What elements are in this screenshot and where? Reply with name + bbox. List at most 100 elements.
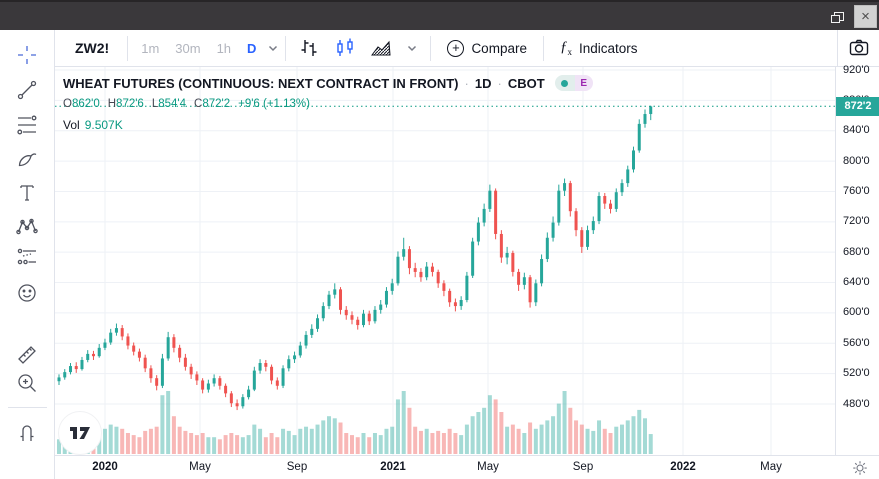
close-window-button[interactable]: ×: [854, 5, 877, 28]
timeframe-chevron-down-icon[interactable]: [265, 40, 281, 56]
ohlc-H: H872'6: [107, 98, 144, 110]
emoji-icon: [18, 284, 36, 302]
tradingview-logo-icon: [70, 427, 90, 439]
restore-window-icon: [831, 12, 844, 23]
price-axis-label: 760'0: [843, 184, 870, 197]
timeframe-30m[interactable]: 30m: [175, 40, 201, 56]
drawing-toolbar: [0, 30, 55, 479]
toolbar-divider: [542, 35, 544, 61]
ohlc-values-row: O862'0 H872'6 L854'4 C872'2 +9'6 (+1.13%): [63, 98, 593, 110]
time-axis-label: 2022: [670, 461, 696, 473]
price-axis-label: 600'0: [843, 306, 870, 319]
symbol-button[interactable]: ZW2!: [75, 40, 110, 56]
fx-icon: ƒx: [559, 39, 572, 57]
time-axis-label: 2020: [92, 461, 118, 473]
style-chevron-down-icon[interactable]: [404, 40, 420, 56]
brush-icon: [18, 153, 37, 167]
exchange-label: CBOT: [507, 75, 545, 91]
gear-icon: [853, 461, 867, 475]
ruler-icon: [18, 346, 36, 364]
emoji-tool-button[interactable]: [9, 277, 45, 309]
price-axis-label: 840'0: [843, 124, 870, 137]
chart-legend: WHEAT FUTURES (CONTINUOUS: NEXT CONTRACT…: [63, 75, 593, 132]
timeframe-D[interactable]: D: [247, 40, 257, 56]
volume-row: Vol 9.507K: [63, 118, 593, 132]
tradingview-logo-button[interactable]: [58, 411, 102, 455]
price-axis[interactable]: 872'2 920'0880'0840'0800'0760'0720'0680'…: [835, 63, 879, 455]
compare-button[interactable]: + Compare: [435, 30, 539, 67]
timeframe-1m[interactable]: 1m: [141, 40, 160, 56]
ohlc-L: L854'4: [151, 98, 187, 110]
data-status-dot-icon: [561, 79, 569, 87]
indicators-button[interactable]: ƒx Indicators: [548, 30, 650, 67]
time-axis[interactable]: 2020 May Sep 2021 May Sep 2022 May: [55, 455, 879, 479]
trend-line-icon: [17, 80, 37, 100]
volume-value: 9.507K: [84, 118, 123, 132]
legend-title-row[interactable]: WHEAT FUTURES (CONTINUOUS: NEXT CONTRACT…: [63, 75, 593, 91]
area-chart-icon: [371, 40, 391, 56]
indicators-label: Indicators: [578, 40, 638, 56]
volume-label: Vol: [63, 118, 80, 132]
toolbar-divider: [127, 35, 129, 61]
candlestick-chart: [55, 67, 835, 455]
price-axis-label: 480'0: [843, 397, 870, 410]
brush-tool-button[interactable]: [9, 144, 45, 176]
ohlc-C: C872'2: [194, 98, 231, 110]
axis-settings-button[interactable]: [851, 459, 869, 477]
zoom-in-icon: [18, 374, 36, 392]
volume-series: [57, 391, 653, 454]
grid: [55, 67, 835, 455]
candle-series: [57, 105, 653, 411]
area-style-button[interactable]: [368, 35, 394, 61]
instrument-title: WHEAT FUTURES (CONTINUOUS: NEXT CONTRACT…: [63, 75, 459, 91]
candles-style-button[interactable]: [332, 35, 358, 61]
price-axis-label: 640'0: [843, 276, 870, 289]
market-status-badge[interactable]: E: [554, 75, 593, 91]
time-axis-label: May: [189, 461, 211, 473]
crosshair-tool-button[interactable]: [9, 39, 45, 71]
timeframe-1h[interactable]: 1h: [216, 40, 232, 56]
window-titlebar: ×: [0, 0, 879, 30]
change-value: +9'6 (+1.13%): [238, 98, 310, 110]
xabcd-pattern-icon: [16, 218, 38, 235]
zoom-in-tool-button[interactable]: [9, 367, 45, 399]
bars-chart-icon: [301, 40, 317, 56]
fib-retracement-tool-button[interactable]: [9, 109, 45, 141]
measure-tool-button[interactable]: [9, 339, 45, 371]
xabcd-pattern-tool-button[interactable]: [9, 211, 45, 243]
pattern-forecast-icon: [17, 248, 36, 265]
compare-plus-icon: +: [447, 39, 465, 57]
crosshair-icon: [18, 46, 36, 64]
time-axis-label: Sep: [286, 461, 308, 473]
interval-label: 1D: [474, 75, 492, 91]
price-axis-label: 800'0: [843, 154, 870, 167]
ohlc-O: O862'0: [63, 98, 100, 110]
restore-window-button[interactable]: [830, 8, 848, 26]
sidebar-divider: [8, 407, 47, 408]
timeframe-group: 1m 30m 1h D: [132, 37, 265, 60]
text-tool-button[interactable]: [9, 177, 45, 209]
chart-pane[interactable]: WHEAT FUTURES (CONTINUOUS: NEXT CONTRACT…: [55, 67, 835, 455]
snapshot-button[interactable]: [837, 29, 879, 67]
text-icon: [20, 185, 34, 201]
price-axis-label: 560'0: [843, 336, 870, 349]
bars-style-button[interactable]: [296, 35, 322, 61]
time-axis-label: May: [477, 461, 499, 473]
toolbar-divider: [285, 35, 287, 61]
price-axis-label: 720'0: [843, 215, 870, 228]
fib-retracement-icon: [17, 115, 37, 135]
magnet-icon: [20, 425, 34, 441]
toolbar-divider: [430, 35, 432, 61]
time-axis-label: Sep: [572, 461, 594, 473]
last-price-badge: 872'2: [836, 96, 879, 116]
trend-line-tool-button[interactable]: [9, 74, 45, 106]
price-axis-label: 920'0: [843, 63, 870, 76]
chart-toolbar: ZW2! 1m 30m 1h D +: [55, 29, 879, 67]
magnet-tool-button[interactable]: [9, 417, 45, 449]
forecast-tool-button[interactable]: [9, 241, 45, 273]
price-axis-label: 520'0: [843, 367, 870, 380]
camera-icon: [849, 39, 868, 56]
compare-label: Compare: [471, 40, 527, 56]
candlestick-chart-icon: [337, 38, 354, 56]
